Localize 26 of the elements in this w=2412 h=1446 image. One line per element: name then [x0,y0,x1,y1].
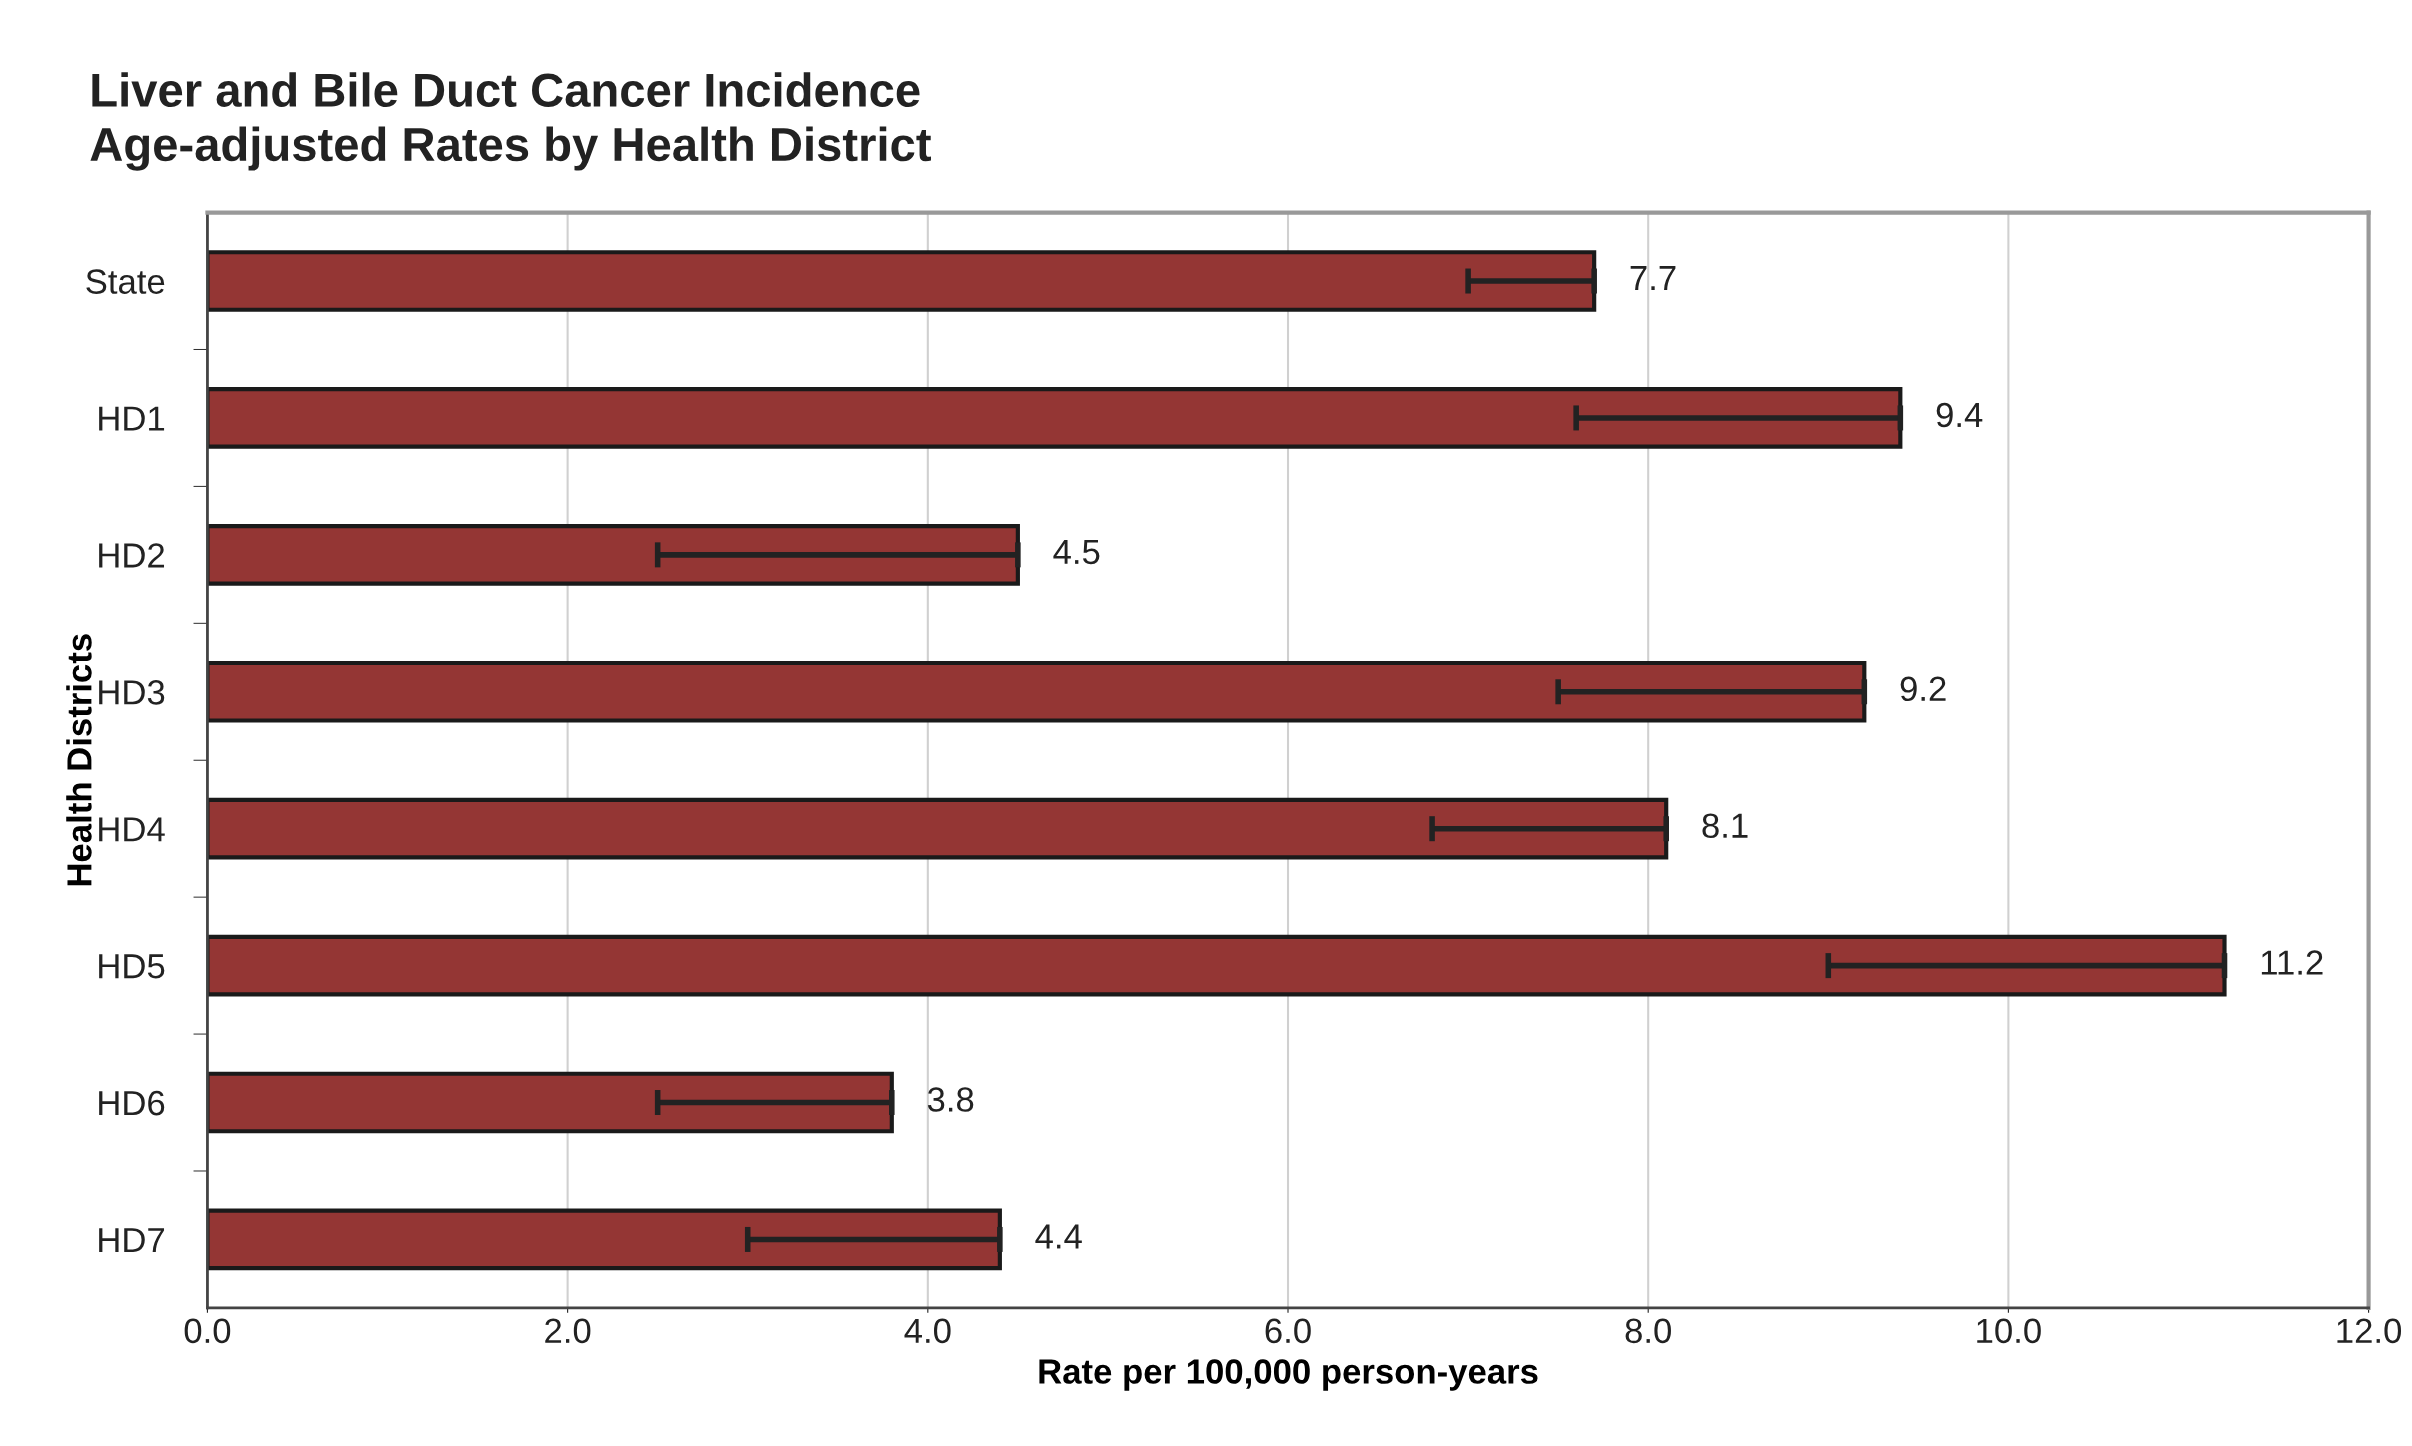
y-tick-label: HD4 [99,817,165,842]
data-label: 4.5 [1053,539,1100,565]
x-tick-label: 10.0 [1977,1318,2041,1344]
data-label: 7.7 [1630,266,1676,290]
y-tick-label: HD5 [99,954,165,979]
y-tick-label: HD3 [99,680,165,705]
x-tick-label: 12.0 [2337,1318,2402,1344]
y-tick-label: State [86,269,165,294]
y-tick-label: HD6 [99,1090,165,1116]
data-label: 8.1 [1702,813,1748,839]
y-tick-label: HD7 [99,1228,165,1253]
data-label: 9.2 [1900,676,1946,702]
data-label: 4.4 [1035,1224,1082,1249]
x-tick-label: 2.0 [545,1318,591,1344]
data-label: 11.2 [2261,950,2323,975]
x-tick-label: 8.0 [1625,1318,1671,1344]
y-tick-label: HD2 [99,543,165,568]
data-label: 9.4 [1936,402,1983,428]
x-tick-label: 4.0 [904,1318,951,1344]
x-axis-title: Rate per 100,000 person-years [1039,1359,1538,1391]
chart-title: Liver and Bile Duct Cancer Incidence Age-adjusted Rates by Health District [90,72,931,171]
y-tick-label: HD1 [99,406,165,431]
x-tick-label: 0.0 [184,1318,231,1344]
x-tick-label: 6.0 [1265,1318,1311,1344]
y-axis-title: Health Districts [66,634,92,886]
data-label: 3.8 [927,1087,974,1112]
